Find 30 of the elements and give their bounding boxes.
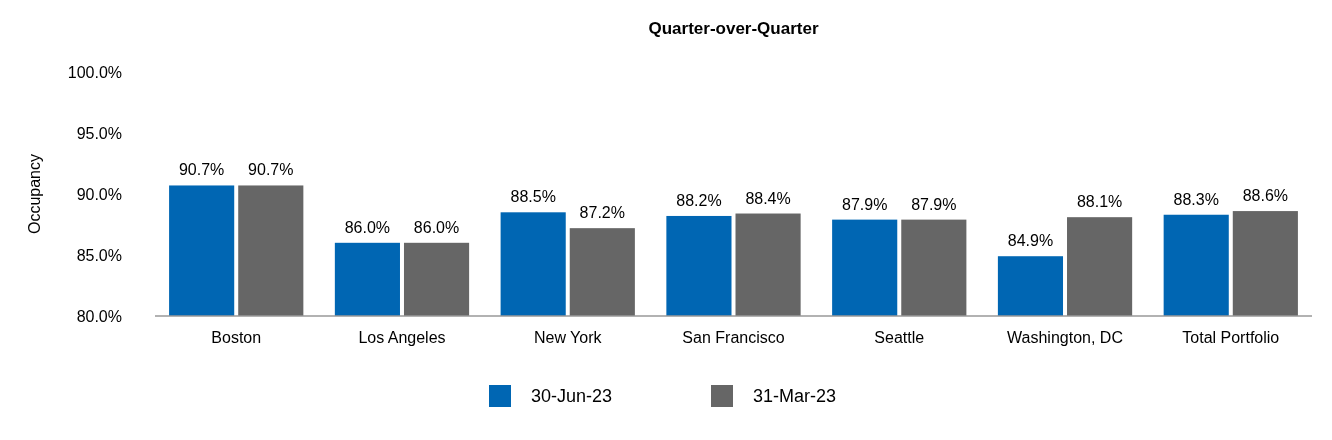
chart-title: Quarter-over-Quarter xyxy=(648,19,819,38)
x-tick-label: New York xyxy=(533,329,603,346)
data-label: 87.9% xyxy=(842,195,888,213)
data-label: 90.7% xyxy=(248,161,294,179)
y-tick-label: 80.0% xyxy=(76,308,122,325)
data-label: 88.3% xyxy=(1173,190,1219,208)
x-tick-label: Los Angeles xyxy=(358,329,446,346)
x-tick-label: Seattle xyxy=(874,329,925,346)
legend-label: 30-Jun-23 xyxy=(531,386,613,406)
data-label: 90.7% xyxy=(178,161,225,179)
data-label: 88.1% xyxy=(1076,193,1123,211)
data-label: 88.6% xyxy=(1242,187,1289,205)
data-label: 86.0% xyxy=(344,218,391,236)
y-tick-label: 95.0% xyxy=(76,125,122,142)
data-label: 87.2% xyxy=(579,204,625,222)
data-label: 84.9% xyxy=(1007,232,1054,250)
data-label: 88.5% xyxy=(510,188,556,206)
y-tick-label: 85.0% xyxy=(76,247,122,264)
x-tick-label: San Francisco xyxy=(682,329,785,346)
data-label: 87.9% xyxy=(911,195,957,213)
legend-label: 31-Mar-23 xyxy=(753,386,837,406)
data-label: 86.0% xyxy=(413,218,460,236)
y-axis-title: Occupancy xyxy=(26,153,43,235)
x-tick-label: Total Portfolio xyxy=(1182,329,1280,346)
x-tick-label: Boston xyxy=(211,329,262,346)
data-label: 88.4% xyxy=(745,189,791,207)
y-tick-label: 90.0% xyxy=(76,186,122,203)
y-tick-label: 100.0% xyxy=(67,64,122,81)
data-label: 88.2% xyxy=(676,191,722,209)
x-tick-label: Washington, DC xyxy=(1007,329,1123,346)
